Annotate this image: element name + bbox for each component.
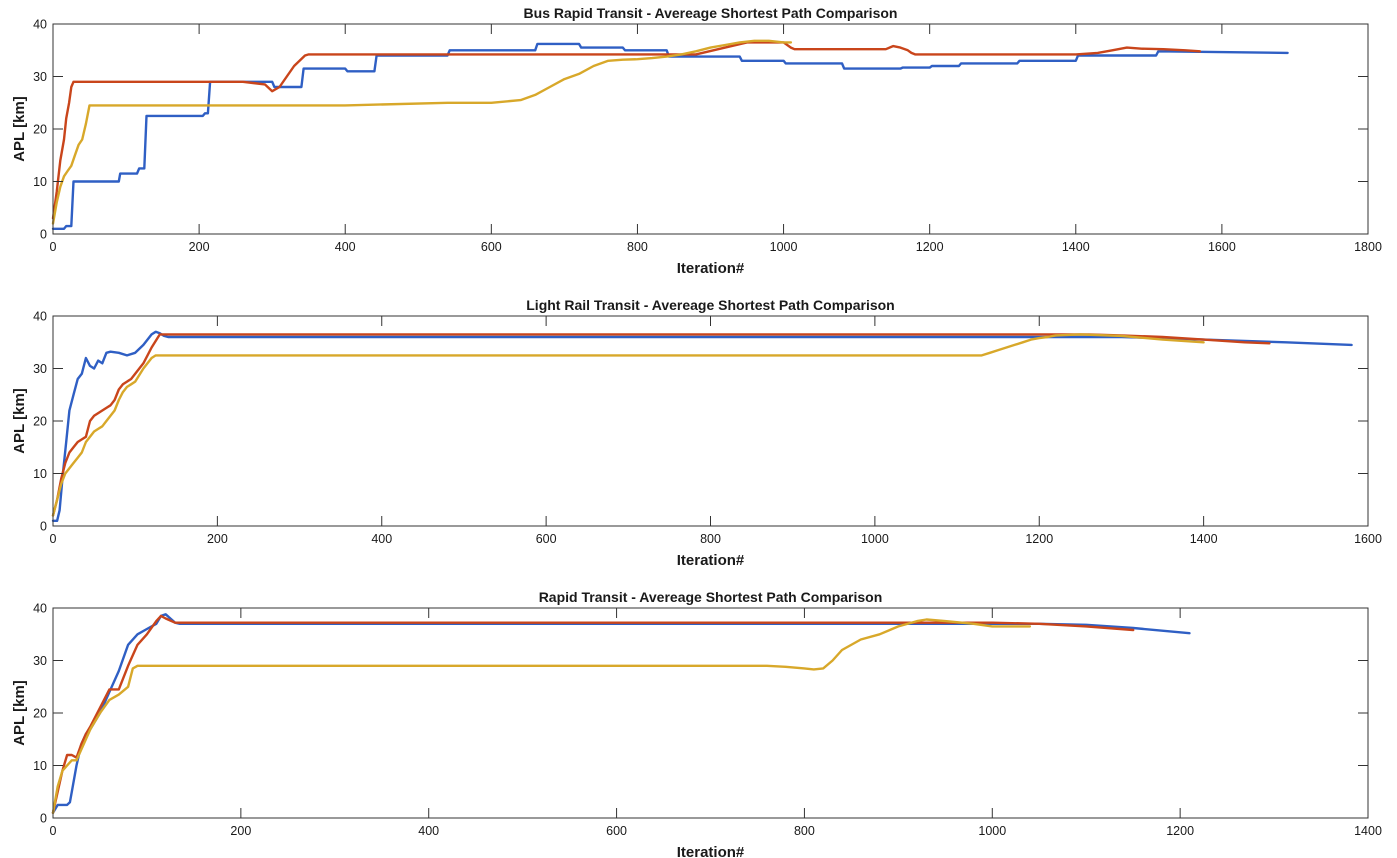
- x-tick-label: 1400: [1062, 240, 1090, 254]
- y-tick-label: 20: [33, 707, 47, 721]
- y-tick-label: 10: [33, 759, 47, 773]
- x-axis-label: Iteration#: [677, 552, 745, 569]
- chart-panel-rapid-transit: 0 200 400 600 800 1000 1200 1400 0 10 20 30 40 Rapid …: [11, 589, 1382, 858]
- y-tick-label: 40: [33, 602, 47, 616]
- x-tick-label: 0: [50, 824, 57, 838]
- x-tick-label: 1400: [1354, 824, 1382, 838]
- series-line-blue: [51, 42, 1289, 231]
- chart-panel-light-rail-transit: 0 200 400 600 800 1000 1200 1400 1600 0 10 20 30 40 Li…: [11, 297, 1382, 569]
- x-tick-label: 1200: [1166, 824, 1194, 838]
- x-tick-label: 400: [335, 240, 356, 254]
- x-tick-label: 1000: [978, 824, 1006, 838]
- y-tick-label: 40: [33, 18, 47, 32]
- y-axis-label: APL [km]: [11, 96, 28, 162]
- series-line-yellow: [51, 333, 1205, 517]
- y-tick-label: 20: [33, 415, 47, 429]
- y-axis-label: APL [km]: [11, 680, 28, 746]
- plot-area: [53, 316, 1368, 526]
- y-tick-label: 30: [33, 70, 47, 84]
- chart-panel-bus-rapid-transit: 0 200 400 600 800 1000 1200 1400 1600 1800 0 10 20 30…: [11, 5, 1382, 277]
- x-tick-label: 1000: [861, 532, 889, 546]
- x-tick-label: 400: [371, 532, 392, 546]
- x-tick-label: 1600: [1208, 240, 1236, 254]
- chart-title: Bus Rapid Transit - Avereage Shortest Pa…: [524, 5, 898, 21]
- x-tick-label: 1000: [770, 240, 798, 254]
- chart-title: Rapid Transit - Avereage Shortest Path C…: [539, 589, 883, 605]
- x-tick-label: 600: [606, 824, 627, 838]
- y-tick-label: 30: [33, 654, 47, 668]
- y-tick-label: 10: [33, 467, 47, 481]
- x-tick-label: 600: [536, 532, 557, 546]
- x-tick-label: 1600: [1354, 532, 1382, 546]
- x-tick-label: 600: [481, 240, 502, 254]
- y-tick-label: 10: [33, 175, 47, 189]
- x-tick-label: 200: [207, 532, 228, 546]
- x-tick-label: 1400: [1190, 532, 1218, 546]
- y-axis-label: APL [km]: [11, 388, 28, 454]
- x-axis-label: Iteration#: [677, 844, 745, 858]
- x-tick-label: 200: [230, 824, 251, 838]
- x-tick-label: 1200: [916, 240, 944, 254]
- plot-area: [53, 24, 1368, 234]
- series-line-yellow: [51, 39, 793, 225]
- y-tick-label: 0: [40, 228, 47, 242]
- x-tick-label: 0: [50, 240, 57, 254]
- series-line-yellow: [51, 618, 1032, 814]
- y-tick-label: 20: [33, 123, 47, 137]
- x-tick-label: 800: [794, 824, 815, 838]
- x-tick-label: 800: [700, 532, 721, 546]
- plot-area: [53, 608, 1368, 818]
- y-tick-label: 40: [33, 310, 47, 324]
- chart-title: Light Rail Transit - Avereage Shortest P…: [526, 297, 894, 313]
- x-tick-label: 400: [418, 824, 439, 838]
- series-line-red: [51, 614, 1135, 814]
- x-tick-label: 200: [189, 240, 210, 254]
- x-tick-label: 1200: [1025, 532, 1053, 546]
- x-tick-label: 1800: [1354, 240, 1382, 254]
- x-tick-label: 0: [50, 532, 57, 546]
- y-tick-label: 0: [40, 520, 47, 534]
- x-axis-label: Iteration#: [677, 260, 745, 277]
- x-tick-label: 800: [627, 240, 648, 254]
- y-tick-label: 0: [40, 812, 47, 826]
- y-tick-label: 30: [33, 362, 47, 376]
